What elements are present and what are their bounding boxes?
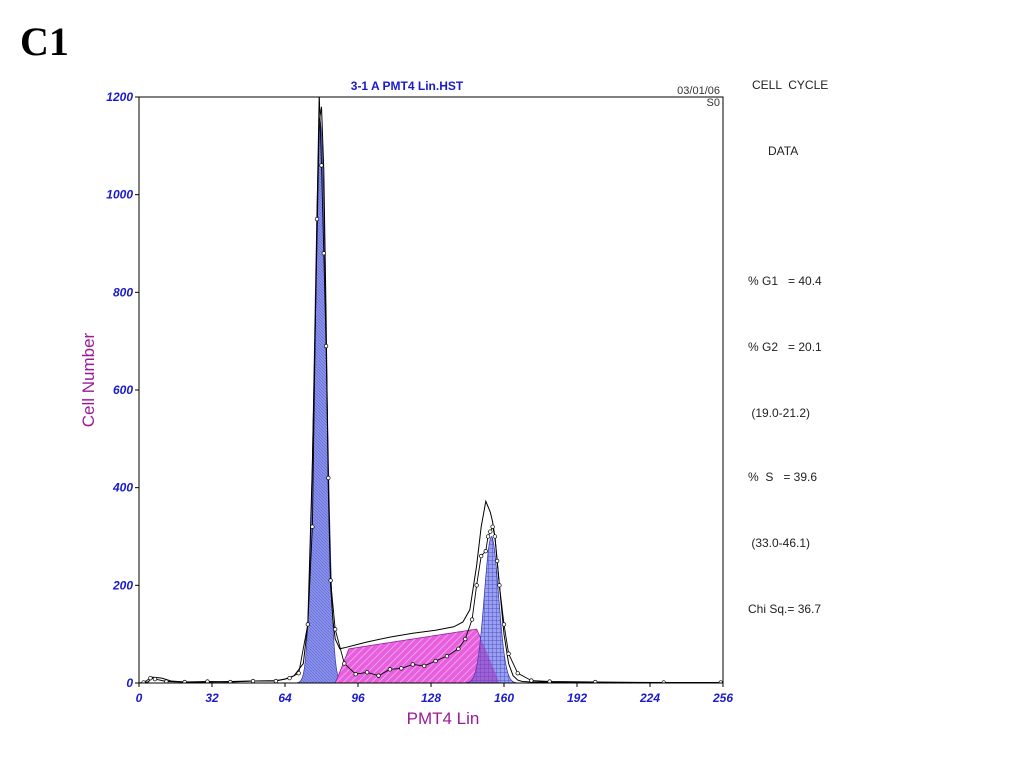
data-point — [501, 622, 507, 627]
data-point — [547, 679, 552, 683]
x-tick-label: 0 — [136, 691, 143, 705]
data-point — [342, 661, 347, 666]
data-point — [323, 343, 329, 349]
data-point — [399, 666, 404, 671]
curves — [139, 90, 723, 683]
data-point — [205, 679, 210, 683]
data-point — [326, 475, 331, 481]
data-point — [317, 90, 321, 94]
data-point — [152, 676, 158, 682]
chart-title: 3-1 A PMT4 Lin.HST — [351, 79, 464, 93]
data-point — [310, 524, 315, 529]
panel-heading-line1: CELL CYCLE — [752, 78, 829, 92]
data-point — [456, 646, 461, 651]
data-point — [529, 678, 534, 683]
chart-date: 03/01/06 — [677, 85, 720, 97]
y-tick-label: 0 — [126, 676, 133, 690]
y-axis: 0 200 400 600 800 1000 1200 — [106, 90, 139, 690]
y-tick-label: 400 — [112, 481, 133, 495]
total-fit-line — [139, 106, 723, 683]
y-tick-label: 600 — [113, 383, 133, 397]
data-point — [321, 251, 326, 256]
data-point — [506, 651, 511, 656]
data-point — [333, 627, 338, 632]
x-axis-label: PMT4 Lin — [407, 709, 480, 728]
x-tick-label: 192 — [567, 691, 587, 705]
data-point — [287, 675, 292, 681]
data-point — [353, 672, 358, 677]
x-tick-label: 96 — [351, 691, 365, 705]
s-component — [334, 628, 500, 683]
s-percent: % S = 39.6 — [748, 470, 818, 484]
s-g2-overlap — [465, 639, 504, 683]
x-axis: 0 32 64 96 128 160 192 224 256 — [136, 683, 733, 705]
data-point — [148, 675, 153, 681]
panel-heading-line2: DATA — [768, 144, 799, 158]
y-tick-label: 800 — [113, 285, 133, 299]
data-point — [490, 524, 495, 529]
data-point — [250, 678, 256, 683]
data-point — [422, 663, 427, 669]
data-point — [319, 163, 324, 168]
data-point — [305, 622, 310, 627]
data-point — [164, 679, 169, 683]
s-range: (33.0-46.1) — [748, 536, 811, 550]
data-point — [433, 658, 438, 664]
data-point — [483, 549, 488, 554]
data-point — [469, 617, 475, 622]
data-point — [488, 529, 493, 534]
data-point — [364, 670, 370, 675]
chi-square: Chi Sq.= 36.7 — [748, 602, 822, 616]
x-tick-label: 256 — [712, 691, 733, 705]
plot-frame — [138, 96, 724, 684]
data-point — [593, 679, 598, 683]
chart-tag: S0 — [707, 97, 720, 109]
data-point — [474, 583, 479, 588]
x-tick-label: 128 — [421, 691, 441, 705]
data-point — [444, 653, 450, 659]
data-point — [314, 216, 320, 222]
slide-label: C1 — [20, 19, 69, 64]
g1-percent: % G1 = 40.4 — [748, 274, 822, 288]
x-tick-label: 160 — [494, 691, 514, 705]
data-line — [143, 97, 721, 683]
data-point — [497, 583, 502, 588]
data-point — [228, 679, 233, 683]
y-tick-label: 1200 — [106, 90, 133, 104]
model-areas — [289, 121, 518, 683]
g2-range: (19.0-21.2) — [748, 406, 811, 420]
data-point — [182, 679, 187, 683]
y-tick-label: 200 — [112, 578, 133, 592]
data-point — [515, 671, 520, 676]
x-tick-label: 32 — [205, 691, 219, 705]
data-point — [387, 667, 393, 672]
x-tick-label: 224 — [639, 691, 660, 705]
data-point — [463, 636, 468, 642]
y-tick-label: 1000 — [106, 188, 133, 202]
data-point — [495, 558, 500, 564]
data-point — [410, 662, 415, 667]
data-point — [296, 671, 301, 676]
data-point — [479, 553, 484, 559]
data-point — [492, 534, 498, 539]
data-point — [485, 534, 491, 539]
data-point — [328, 578, 333, 583]
y-axis-label: Cell Number — [79, 332, 98, 427]
g1-component — [289, 121, 352, 683]
g2-percent: % G2 = 20.1 — [748, 340, 822, 354]
x-tick-label: 64 — [278, 691, 292, 705]
data-point — [273, 678, 279, 683]
data-point — [376, 673, 381, 678]
